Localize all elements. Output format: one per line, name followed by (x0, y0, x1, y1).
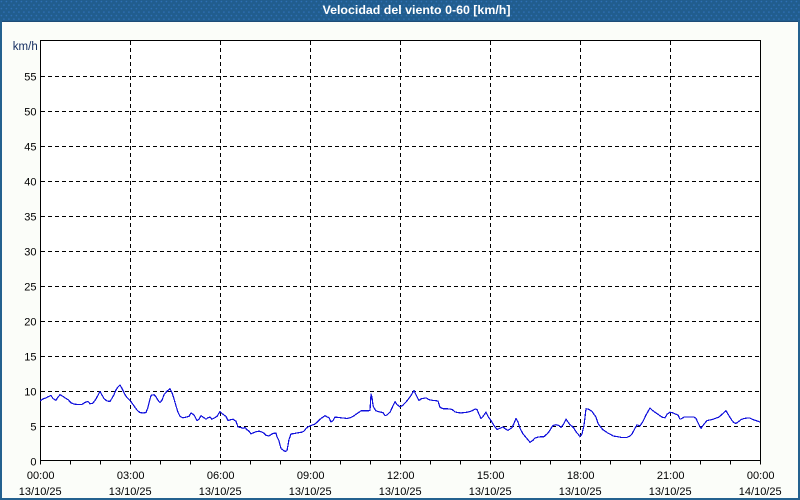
svg-text:13/10/25: 13/10/25 (469, 486, 512, 498)
svg-text:50: 50 (24, 107, 36, 119)
svg-text:13/10/25: 13/10/25 (379, 486, 422, 498)
svg-text:00:00: 00:00 (747, 470, 775, 482)
svg-text:14/10/25: 14/10/25 (739, 486, 782, 498)
svg-text:0: 0 (30, 457, 36, 469)
svg-text:13/10/25: 13/10/25 (109, 486, 152, 498)
svg-text:13/10/25: 13/10/25 (19, 486, 62, 498)
svg-text:Velocidad del viento 0-60 [km/: Velocidad del viento 0-60 [km/h] (323, 3, 511, 17)
svg-text:15:00: 15:00 (477, 470, 505, 482)
svg-text:40: 40 (24, 177, 36, 189)
svg-text:03:00: 03:00 (117, 470, 145, 482)
svg-text:13/10/25: 13/10/25 (199, 486, 242, 498)
svg-text:5: 5 (30, 422, 36, 434)
svg-text:13/10/25: 13/10/25 (649, 486, 692, 498)
svg-text:25: 25 (24, 282, 36, 294)
svg-text:06:00: 06:00 (207, 470, 235, 482)
svg-text:13/10/25: 13/10/25 (559, 486, 602, 498)
svg-text:21:00: 21:00 (657, 470, 685, 482)
svg-text:35: 35 (24, 212, 36, 224)
svg-text:km/h: km/h (13, 41, 38, 53)
svg-text:09:00: 09:00 (297, 470, 325, 482)
svg-text:20: 20 (24, 317, 36, 329)
svg-text:15: 15 (24, 352, 36, 364)
svg-text:12:00: 12:00 (387, 470, 415, 482)
svg-text:13/10/25: 13/10/25 (289, 486, 332, 498)
svg-text:45: 45 (24, 142, 36, 154)
svg-text:18:00: 18:00 (567, 470, 595, 482)
svg-text:30: 30 (24, 247, 36, 259)
svg-text:55: 55 (24, 72, 36, 84)
svg-text:00:00: 00:00 (27, 470, 55, 482)
svg-text:10: 10 (24, 387, 36, 399)
